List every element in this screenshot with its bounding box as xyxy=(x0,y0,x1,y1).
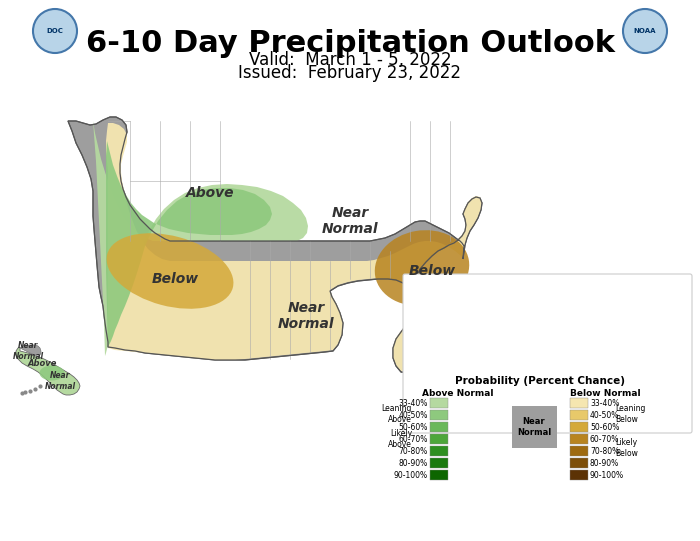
Circle shape xyxy=(33,9,77,53)
Text: 60-70%: 60-70% xyxy=(398,434,428,444)
Bar xyxy=(430,458,448,468)
Text: Leaning
Above: Leaning Above xyxy=(382,404,412,424)
Text: 50-60%: 50-60% xyxy=(590,423,620,432)
Bar xyxy=(430,398,448,408)
Text: Probability (Percent Chance): Probability (Percent Chance) xyxy=(455,376,625,386)
Text: 60-70%: 60-70% xyxy=(590,434,620,444)
Polygon shape xyxy=(93,121,308,356)
Circle shape xyxy=(623,9,667,53)
Polygon shape xyxy=(106,123,482,372)
Text: 50-60%: 50-60% xyxy=(398,423,428,432)
Bar xyxy=(570,422,588,432)
Text: 40-50%: 40-50% xyxy=(590,411,620,419)
Polygon shape xyxy=(106,141,272,348)
Text: Issued:  February 23, 2022: Issued: February 23, 2022 xyxy=(239,64,461,82)
Text: Near
Normal: Near Normal xyxy=(322,206,378,236)
Bar xyxy=(570,434,588,444)
Bar xyxy=(430,446,448,456)
Bar xyxy=(570,470,588,480)
FancyBboxPatch shape xyxy=(403,274,692,433)
Ellipse shape xyxy=(39,366,64,380)
Text: 6-10 Day Precipitation Outlook: 6-10 Day Precipitation Outlook xyxy=(85,29,615,58)
Text: Below: Below xyxy=(151,272,199,286)
Bar xyxy=(430,410,448,420)
Text: 33-40%: 33-40% xyxy=(590,399,620,407)
Text: Near
Normal: Near Normal xyxy=(278,301,335,331)
Bar xyxy=(570,398,588,408)
Text: Likely
Below: Likely Below xyxy=(615,438,638,458)
Bar xyxy=(430,434,448,444)
Text: NOAA: NOAA xyxy=(634,28,657,34)
Text: Above: Above xyxy=(27,359,57,367)
Text: Above Normal: Above Normal xyxy=(422,389,493,398)
Bar xyxy=(570,446,588,456)
Polygon shape xyxy=(68,117,482,373)
Text: Likely
Above: Likely Above xyxy=(388,430,412,448)
Bar xyxy=(430,470,448,480)
Bar xyxy=(512,406,557,448)
Bar xyxy=(570,458,588,468)
Bar xyxy=(570,410,588,420)
Text: Leaning
Below: Leaning Below xyxy=(615,404,645,424)
Text: Valid:  March 1 - 5, 2022: Valid: March 1 - 5, 2022 xyxy=(248,51,452,69)
Polygon shape xyxy=(20,345,41,355)
Text: 70-80%: 70-80% xyxy=(399,446,428,456)
Text: 90-100%: 90-100% xyxy=(590,471,624,479)
Text: 40-50%: 40-50% xyxy=(398,411,428,419)
Text: 80-90%: 80-90% xyxy=(590,459,620,467)
Ellipse shape xyxy=(374,230,469,306)
Text: Near
Normal: Near Normal xyxy=(13,341,43,361)
Text: Near
Normal: Near Normal xyxy=(44,371,76,391)
Text: DOC: DOC xyxy=(47,28,64,34)
Text: 70-80%: 70-80% xyxy=(590,446,620,456)
Text: 33-40%: 33-40% xyxy=(398,399,428,407)
Ellipse shape xyxy=(106,233,233,309)
Polygon shape xyxy=(16,347,80,395)
Text: 90-100%: 90-100% xyxy=(394,471,428,479)
Text: Near
Normal: Near Normal xyxy=(517,417,551,437)
Text: Below: Below xyxy=(408,264,456,278)
Bar xyxy=(430,422,448,432)
Text: Above: Above xyxy=(186,186,234,200)
Text: Below Normal: Below Normal xyxy=(570,389,640,398)
Text: 80-90%: 80-90% xyxy=(399,459,428,467)
